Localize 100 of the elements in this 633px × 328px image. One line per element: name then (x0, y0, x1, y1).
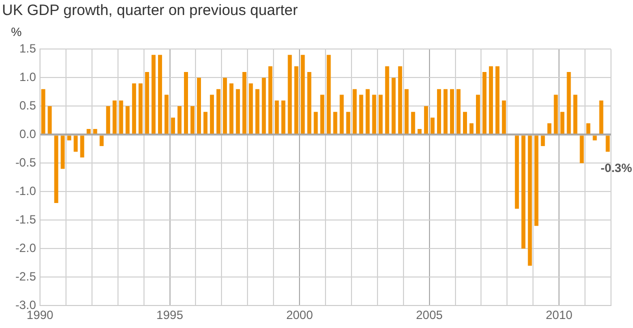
bar (281, 100, 286, 134)
bar (411, 112, 416, 134)
bar (333, 112, 338, 134)
bar (236, 89, 240, 134)
bar (534, 136, 538, 226)
bar (54, 136, 58, 204)
bar (152, 54, 156, 134)
bar (521, 136, 526, 249)
bar (138, 83, 143, 134)
chart-title: UK GDP growth, quarter on previous quarter (2, 2, 298, 19)
bar (437, 89, 442, 134)
y-tick-label: -2.0 (15, 240, 36, 255)
x-tick-label: 2005 (416, 308, 443, 322)
bar (456, 89, 461, 134)
bar (424, 106, 428, 134)
bar (586, 123, 590, 134)
bar (93, 128, 98, 134)
y-tick-label: -2.5 (15, 269, 36, 284)
bar (126, 106, 130, 134)
bar (502, 100, 506, 134)
bar (203, 112, 208, 134)
bar (74, 136, 78, 152)
bar (314, 112, 318, 134)
y-tick-label: -1.0 (15, 184, 36, 198)
bar (450, 89, 454, 134)
bar (48, 106, 52, 134)
bar (514, 136, 519, 209)
bar (288, 54, 292, 134)
bar (196, 78, 201, 134)
bar (307, 72, 312, 134)
bar (60, 136, 65, 169)
bar (229, 83, 234, 134)
bar (145, 72, 150, 134)
bar (300, 54, 305, 134)
bar (488, 66, 493, 134)
bar (274, 100, 279, 134)
bar (418, 128, 422, 134)
bar (346, 112, 350, 134)
bar (378, 94, 383, 134)
x-tick-label: 2010 (546, 308, 573, 322)
bar (171, 118, 176, 134)
y-tick-label: 1.0 (19, 70, 36, 84)
bar (580, 136, 584, 164)
annotation: -0.3% (600, 161, 632, 176)
bar (392, 78, 396, 134)
bar (184, 72, 188, 134)
bar (352, 89, 357, 134)
y-tick-label: 0.5 (19, 98, 36, 112)
bar (222, 78, 227, 134)
bar (372, 94, 376, 134)
bar (41, 89, 46, 134)
bar (606, 136, 610, 152)
bar (404, 89, 409, 134)
bar (255, 89, 260, 134)
y-axis-title: % (11, 25, 22, 39)
bar (86, 128, 91, 134)
bar (385, 66, 390, 134)
y-tick-label: -1.5 (15, 212, 36, 226)
bar (268, 66, 272, 134)
bar (100, 136, 104, 146)
bar (177, 106, 182, 134)
y-tick-label: 1.5 (19, 42, 36, 56)
bar (294, 66, 298, 134)
bar (106, 106, 110, 134)
bar (242, 72, 246, 134)
bar (158, 54, 162, 134)
bar (398, 66, 402, 134)
bar (326, 54, 331, 134)
bar (469, 123, 474, 134)
bar (248, 83, 253, 134)
bar (554, 94, 558, 134)
bar (340, 94, 344, 134)
x-tick-label: 1995 (156, 308, 184, 322)
bar (540, 136, 545, 146)
bar (462, 112, 468, 134)
bar (430, 118, 435, 134)
bar (320, 94, 324, 134)
bar (495, 66, 500, 134)
bar (210, 94, 214, 134)
bar (67, 136, 72, 140)
bar (80, 136, 84, 158)
bar (560, 112, 564, 134)
bar (592, 136, 597, 140)
bar (119, 100, 124, 134)
bar (164, 94, 169, 134)
bar (112, 100, 117, 134)
y-tick-label: -0.5 (15, 155, 36, 170)
y-tick-label: 0.0 (19, 126, 36, 141)
bar (359, 94, 364, 134)
bar (216, 89, 220, 134)
bar (599, 100, 604, 134)
bar (566, 72, 571, 134)
bar (366, 89, 370, 134)
bar (528, 136, 532, 266)
bar (132, 83, 136, 134)
bar (262, 78, 266, 134)
bar (547, 123, 552, 134)
bar (482, 72, 486, 134)
bar (444, 89, 448, 134)
bar (476, 94, 480, 134)
